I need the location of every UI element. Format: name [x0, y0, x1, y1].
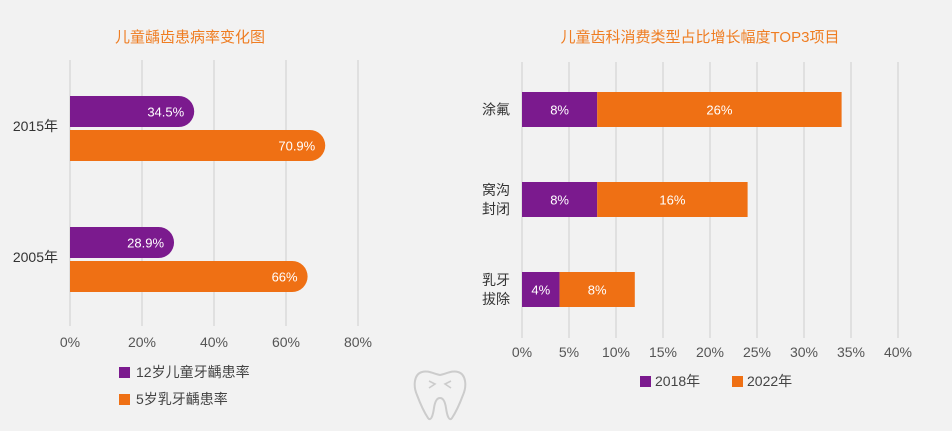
data-label: 16%: [659, 193, 685, 208]
x-tick-label: 25%: [743, 344, 771, 360]
category-label: 2015年: [13, 118, 58, 134]
chart-caries-prevalence: 儿童龋齿患病率变化图 0% 20% 40% 60% 80% 2015年 34.5% 70.9% 2…: [13, 28, 372, 407]
legend-label: 2022年: [747, 373, 792, 389]
bar: [70, 130, 326, 161]
x-tick-label: 15%: [649, 344, 677, 360]
x-tick-label: 40%: [200, 334, 228, 350]
bar-segment: [597, 182, 748, 217]
data-label: 28.9%: [127, 236, 164, 251]
data-label: 4%: [531, 283, 550, 298]
legend-label: 5岁乳牙齲患率: [136, 391, 228, 407]
chart-title: 儿童龋齿患病率变化图: [115, 28, 265, 46]
category-label: 涂氟: [482, 102, 510, 118]
category-label: 封闭: [482, 201, 510, 217]
bar: [70, 96, 195, 127]
data-label: 34.5%: [147, 105, 184, 120]
data-label: 8%: [588, 283, 607, 298]
data-label: 66%: [272, 270, 298, 285]
bar-segment: [597, 92, 842, 127]
x-tick-label: 20%: [128, 334, 156, 350]
legend-swatch: [732, 376, 743, 387]
bar-segment: [522, 272, 560, 307]
legend-swatch: [119, 394, 130, 405]
x-tick-label: 5%: [559, 344, 579, 360]
data-label: 8%: [550, 103, 569, 118]
tooth-outline: [413, 370, 467, 421]
bar: [70, 261, 308, 292]
x-tick-label: 80%: [344, 334, 372, 350]
legend-swatch: [640, 376, 651, 387]
category-label: 拔除: [482, 291, 510, 307]
x-tick-label: 30%: [790, 344, 818, 360]
bar-segment: [559, 272, 635, 307]
data-label: 26%: [706, 103, 732, 118]
bar-segment: [522, 182, 598, 217]
x-tick-label: 35%: [837, 344, 865, 360]
category-label: 窝沟: [482, 182, 510, 198]
x-tick-label: 40%: [884, 344, 912, 360]
x-tick-label: 20%: [696, 344, 724, 360]
x-tick-label: 0%: [512, 344, 532, 360]
data-label: 70.9%: [278, 139, 315, 154]
category-label: 2005年: [13, 249, 58, 265]
legend-label: 2018年: [655, 373, 700, 389]
tooth-mark: [428, 380, 452, 389]
bar-segment: [522, 92, 598, 127]
legend-swatch: [119, 367, 130, 378]
bar: [70, 227, 175, 258]
category-label: 乳牙: [482, 272, 510, 288]
data-label: 8%: [550, 193, 569, 208]
chart-title: 儿童齿科消费类型占比增长幅度TOP3项目: [561, 28, 840, 46]
x-tick-label: 0%: [60, 334, 80, 350]
x-tick-label: 10%: [602, 344, 630, 360]
legend-label: 12岁儿童牙齲患率: [136, 364, 250, 380]
x-tick-label: 60%: [272, 334, 300, 350]
